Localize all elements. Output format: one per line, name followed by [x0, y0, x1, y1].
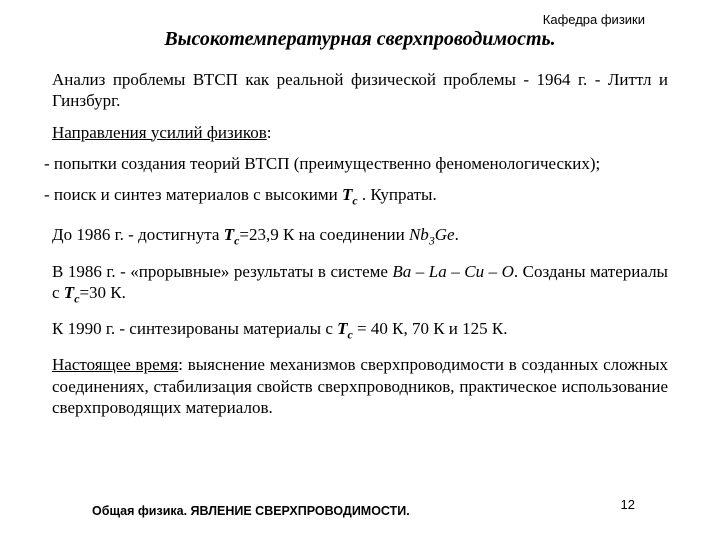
bullet-2-text-b: . Купраты. — [358, 185, 437, 204]
p1990-b: = 40 К, 70 К и 125 К. — [353, 319, 508, 338]
directions-heading-colon: : — [267, 123, 272, 142]
p1986-a: В 1986 г. - «прорывные» результаты в сис… — [52, 262, 392, 281]
para-1986: В 1986 г. - «прорывные» результаты в сис… — [52, 261, 668, 307]
bullet-2: - поиск и синтез материалов с высокими T… — [44, 184, 668, 208]
p1990-a: К 1990 г. - синтезированы материалы с — [52, 319, 337, 338]
department-label: Кафедра физики — [543, 12, 645, 27]
page-number: 12 — [621, 497, 635, 512]
para-1990: К 1990 г. - синтезированы материалы с Tc… — [52, 318, 668, 342]
pre1986-dot: . — [455, 225, 459, 244]
bullet-2-text-a: - поиск и синтез материалов с высокими — [44, 185, 342, 204]
p1986-d: =30 К. — [79, 283, 125, 302]
intro-paragraph: Анализ проблемы ВТСП как реальной физиче… — [52, 69, 668, 112]
slide: Кафедра физики Высокотемпературная сверх… — [0, 0, 720, 540]
directions-heading: Направления усилий физиков: — [52, 122, 668, 143]
pnow-a: Настоящее время — [52, 355, 178, 374]
slide-title: Высокотемпературная сверхпроводимость. — [52, 28, 668, 51]
para-pre-1986: До 1986 г. - достигнута Tc=23,9 К на сое… — [52, 224, 668, 248]
pre1986-nb: Nb — [409, 225, 429, 244]
p1986-sys: Ba – La – Cu – O — [392, 262, 513, 281]
p1990-T: T — [337, 319, 347, 338]
pre1986-b: =23,9 К на соединении — [239, 225, 409, 244]
footer-text: Общая физика. ЯВЛЕНИЕ СВЕРХПРОВОДИМОСТИ. — [92, 504, 410, 518]
tc-symbol-T: T — [342, 185, 352, 204]
pre1986-ge: Ge — [435, 225, 455, 244]
bullet-1: - попытки создания теорий ВТСП (преимуще… — [44, 153, 668, 174]
p1986-T: T — [64, 283, 74, 302]
para-now: Настоящее время: выяснение механизмов св… — [52, 354, 668, 418]
pre1986-T: T — [224, 225, 234, 244]
pre1986-a: До 1986 г. - достигнута — [52, 225, 224, 244]
directions-heading-text: Направления усилий физиков — [52, 123, 267, 142]
